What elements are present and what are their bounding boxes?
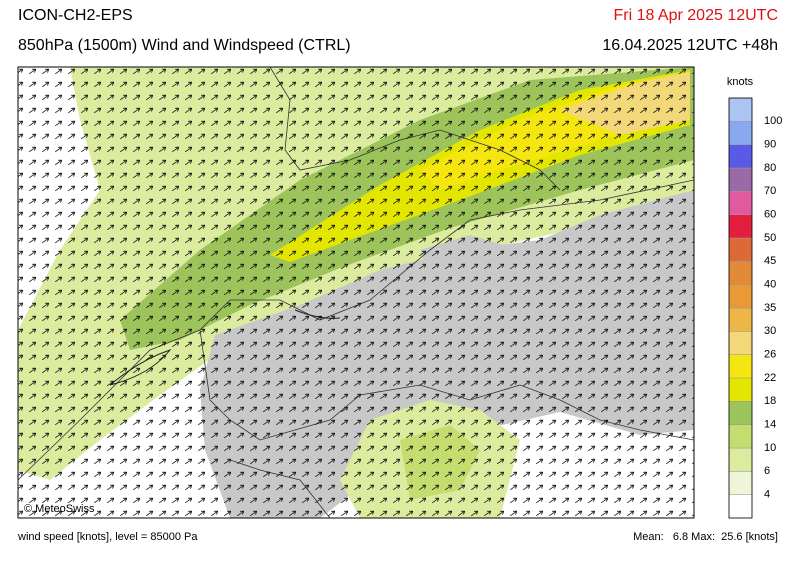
legend-label: 26 bbox=[764, 349, 776, 361]
wind-arrows bbox=[18, 67, 694, 518]
legend-swatch bbox=[728, 237, 753, 262]
legend-swatch bbox=[728, 424, 753, 449]
legend-label: 100 bbox=[764, 115, 782, 127]
legend-label: 45 bbox=[764, 255, 776, 267]
legend-swatch bbox=[728, 261, 753, 285]
legend-label: 40 bbox=[764, 279, 776, 291]
legend-swatch bbox=[728, 331, 753, 355]
map bbox=[18, 67, 694, 518]
legend-swatch bbox=[728, 377, 753, 402]
valid-time: Fri 18 Apr 2025 12UTC bbox=[613, 7, 778, 24]
legend-frame bbox=[728, 97, 753, 519]
legend-swatch bbox=[728, 167, 753, 192]
legend-swatch bbox=[728, 214, 753, 239]
legend-swatch bbox=[728, 191, 753, 215]
legend-label: 18 bbox=[764, 395, 776, 407]
legend-swatch bbox=[728, 307, 753, 332]
legend-label: 90 bbox=[764, 139, 776, 151]
legend-label: 4 bbox=[764, 489, 770, 501]
map-title: 850hPa (1500m) Wind and Windspeed (CTRL) bbox=[18, 37, 351, 54]
legend-label: 35 bbox=[764, 302, 776, 314]
copyright: © MeteoSwiss bbox=[24, 503, 95, 515]
legend-swatch bbox=[728, 354, 753, 379]
legend-label: 50 bbox=[764, 232, 776, 244]
legend-swatch bbox=[728, 97, 753, 122]
legend-label: 6 bbox=[764, 465, 770, 477]
run-time: 16.04.2025 12UTC +48h bbox=[602, 37, 778, 54]
legend-swatch bbox=[728, 447, 753, 472]
legend-swatch bbox=[728, 121, 753, 145]
map-frame bbox=[17, 66, 695, 519]
legend-label: 30 bbox=[764, 325, 776, 337]
footer-left: wind speed [knots], level = 85000 Pa bbox=[17, 531, 198, 543]
legend-swatch bbox=[728, 494, 753, 519]
legend: 4 6 10 14 18 22 26 30 35 40 45 50 60 70 80 90 100 bbox=[728, 97, 782, 519]
legend-label: 60 bbox=[764, 209, 776, 221]
legend-swatch bbox=[728, 284, 753, 309]
legend-unit: knots bbox=[727, 76, 754, 88]
legend-label: 22 bbox=[764, 372, 776, 384]
model-name: ICON-CH2-EPS bbox=[18, 7, 133, 24]
legend-label: 70 bbox=[764, 185, 776, 197]
legend-label: 14 bbox=[764, 419, 776, 431]
legend-swatch bbox=[728, 471, 753, 495]
legend-label: 10 bbox=[764, 442, 776, 454]
legend-swatch bbox=[728, 401, 753, 425]
legend-swatch bbox=[728, 144, 753, 169]
legend-label: 80 bbox=[764, 162, 776, 174]
footer-right: Mean: 6.8 Max: 25.6 [knots] bbox=[633, 531, 778, 543]
